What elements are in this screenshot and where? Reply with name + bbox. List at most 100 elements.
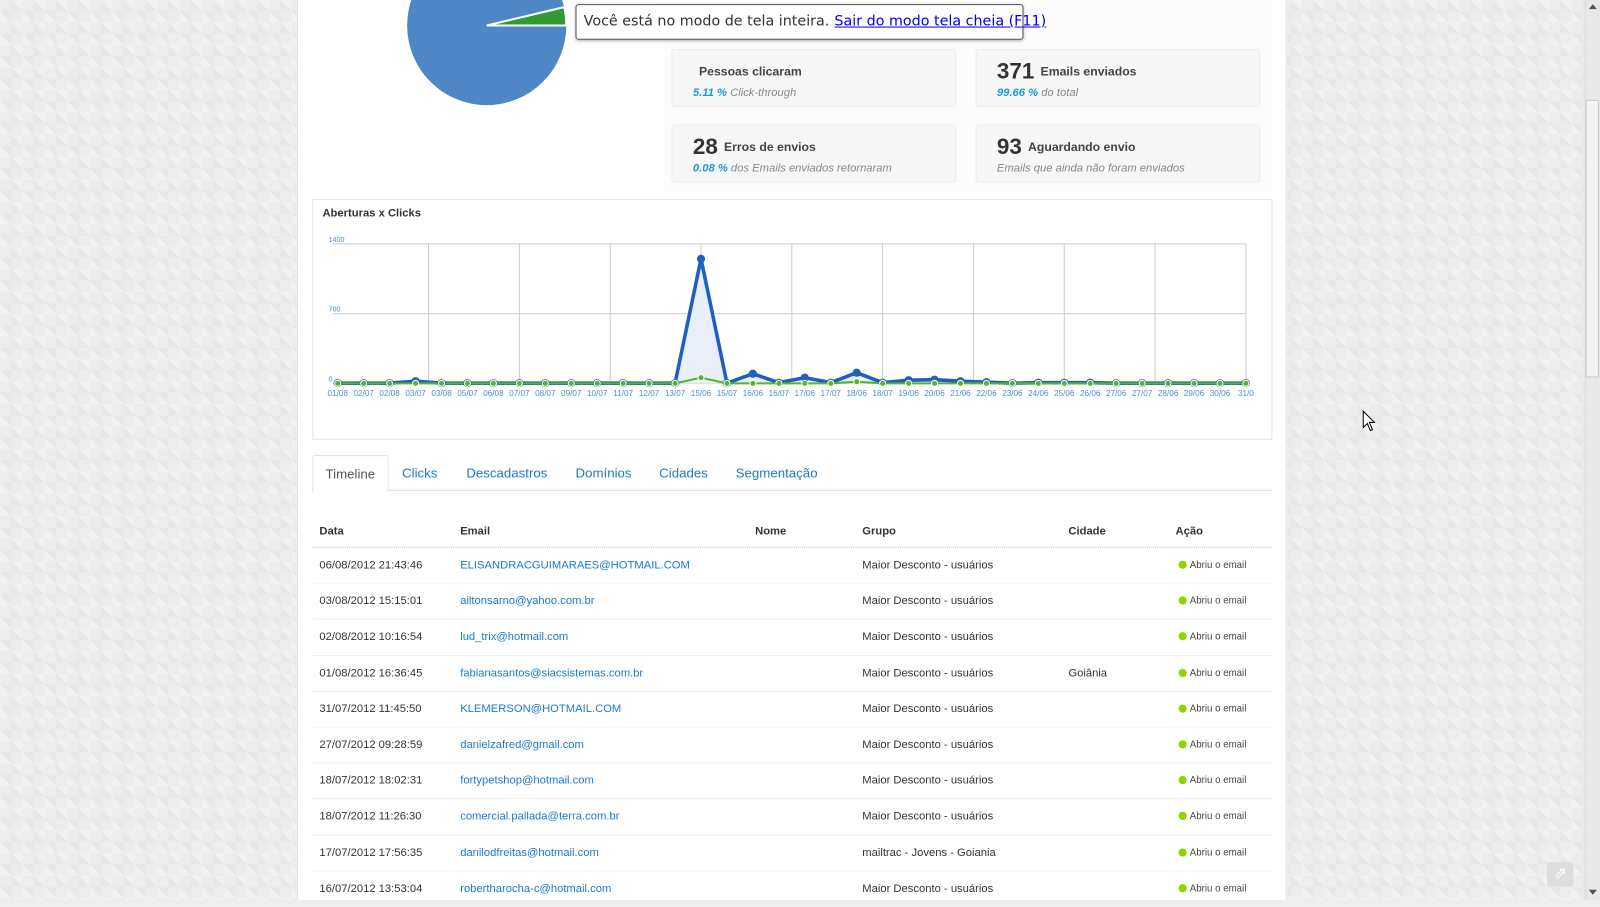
data-point[interactable] bbox=[801, 379, 809, 387]
data-point[interactable] bbox=[1190, 379, 1198, 387]
email-link[interactable]: lud_trix@hotmail.com bbox=[460, 631, 569, 644]
data-point[interactable] bbox=[956, 379, 965, 387]
data-point[interactable] bbox=[412, 379, 420, 387]
data-point[interactable] bbox=[1164, 379, 1172, 387]
x-tick-label: 18/06 bbox=[846, 389, 867, 398]
data-point[interactable] bbox=[827, 379, 835, 387]
data-point[interactable] bbox=[982, 379, 991, 387]
email-link[interactable]: KLEMERSON@HOTMAIL.COM bbox=[460, 702, 622, 716]
data-point[interactable] bbox=[697, 374, 705, 382]
share-icon[interactable]: ⇗ bbox=[1546, 862, 1574, 887]
column-header[interactable]: Email bbox=[460, 524, 491, 538]
x-tick-label: 05/07 bbox=[457, 389, 478, 398]
pie-slice-clicked bbox=[486, 5, 568, 27]
group-cell: Maior Desconto - usuários bbox=[862, 595, 994, 608]
x-tick-label: 03/07 bbox=[405, 389, 426, 398]
email-link[interactable]: danilodfreitas@hotmail.com bbox=[460, 846, 599, 859]
data-point[interactable] bbox=[1034, 379, 1042, 387]
tab-descadastros[interactable]: Descadastros bbox=[466, 465, 548, 481]
data-point[interactable] bbox=[1112, 379, 1120, 387]
email-link[interactable]: fortypetshop@hotmail.com bbox=[460, 774, 594, 787]
data-point[interactable] bbox=[541, 379, 549, 387]
data-point[interactable] bbox=[748, 369, 757, 378]
x-tick-label: 27/07 bbox=[1132, 389, 1153, 398]
date-cell: 03/08/2012 15:15:01 bbox=[319, 595, 423, 608]
data-point[interactable] bbox=[1216, 379, 1224, 387]
data-point[interactable] bbox=[593, 379, 601, 387]
data-point[interactable] bbox=[775, 379, 783, 387]
data-point[interactable] bbox=[567, 379, 575, 387]
data-point[interactable] bbox=[1086, 379, 1094, 387]
email-link[interactable]: ELISANDRACGUIMARAES@HOTMAIL.COM bbox=[460, 559, 690, 572]
data-point[interactable] bbox=[489, 379, 498, 387]
data-point[interactable] bbox=[930, 379, 939, 387]
data-point[interactable] bbox=[1060, 379, 1068, 387]
column-header[interactable]: Nome bbox=[755, 524, 787, 538]
stat-percent: 5.11 % bbox=[692, 86, 727, 99]
x-tick-label: 02/08 bbox=[379, 389, 400, 398]
email-link[interactable]: ailtonsarno@yahoo.com.br bbox=[460, 595, 595, 608]
column-header[interactable]: Grupo bbox=[862, 524, 896, 538]
data-point[interactable] bbox=[1138, 379, 1146, 387]
exit-fullscreen-link[interactable]: Sair do modo tela cheia (F11) bbox=[834, 13, 1047, 30]
data-point[interactable] bbox=[905, 379, 913, 387]
data-point[interactable] bbox=[334, 379, 342, 387]
x-tick-label: 31/0 bbox=[1238, 389, 1254, 398]
email-link[interactable]: fabianasantos@siacsistemas.com.br bbox=[460, 666, 644, 680]
data-point[interactable] bbox=[619, 379, 627, 387]
x-tick-label: 15/07 bbox=[717, 389, 738, 398]
data-point[interactable] bbox=[852, 368, 861, 377]
status-dot-icon bbox=[1178, 776, 1187, 785]
table-header: Data Email Nome Grupo Cidade Ação bbox=[312, 515, 1273, 548]
status-dot-icon bbox=[1178, 740, 1187, 749]
email-link[interactable]: robertharocha-c@hotmail.com bbox=[460, 882, 612, 895]
pie-chart bbox=[407, 0, 568, 106]
email-link[interactable]: danielzafred@gmail.com bbox=[460, 738, 584, 752]
tab-segmentacao[interactable]: Segmentação bbox=[735, 465, 818, 481]
data-point[interactable] bbox=[879, 379, 887, 387]
x-tick-label: 21/06 bbox=[950, 389, 971, 398]
group-cell: Maior Desconto - usuários bbox=[862, 702, 994, 716]
scroll-up-icon[interactable] bbox=[1588, 4, 1597, 10]
data-point[interactable] bbox=[749, 379, 757, 387]
data-point[interactable] bbox=[1242, 379, 1250, 387]
data-point[interactable] bbox=[360, 379, 368, 387]
stat-percent: 99.66 % bbox=[996, 86, 1039, 99]
data-point[interactable] bbox=[800, 373, 809, 382]
scrollbar-thumb[interactable] bbox=[1585, 99, 1599, 378]
data-point[interactable] bbox=[1008, 379, 1016, 387]
group-cell: Maior Desconto - usuários bbox=[862, 559, 994, 572]
stat-label: Erros de envios bbox=[723, 140, 816, 155]
x-tick-label: 07/07 bbox=[509, 389, 530, 398]
tab-timeline[interactable]: Timeline bbox=[312, 455, 389, 492]
column-header[interactable]: Cidade bbox=[1068, 524, 1106, 538]
group-cell: Maior Desconto - usuários bbox=[862, 810, 994, 823]
column-header[interactable]: Ação bbox=[1175, 524, 1203, 538]
y-tick-label: 700 bbox=[329, 306, 341, 314]
x-tick-label: 23/06 bbox=[1002, 389, 1023, 398]
data-point[interactable] bbox=[696, 254, 706, 263]
data-point[interactable] bbox=[437, 379, 446, 387]
tab-dominios[interactable]: Domínios bbox=[575, 465, 632, 481]
y-tick-label: 0 bbox=[329, 376, 333, 384]
tab-cidades[interactable]: Cidades bbox=[659, 465, 708, 481]
data-point[interactable] bbox=[645, 379, 653, 387]
data-point[interactable] bbox=[853, 378, 861, 386]
table-row: 31/07/2012 11:45:50 KLEMERSON@HOTMAIL.COM… bbox=[312, 692, 1273, 728]
x-tick-label: 06/08 bbox=[483, 389, 504, 398]
email-link[interactable]: comercial.pallada@terra.com.br bbox=[460, 810, 620, 823]
x-tick-label: 22/06 bbox=[976, 389, 997, 398]
scroll-down-icon[interactable] bbox=[1588, 889, 1597, 895]
data-point[interactable] bbox=[723, 379, 731, 387]
stat-card: Pessoas clicaram 5.11 % Click-through bbox=[671, 48, 957, 108]
x-tick-label: 17/07 bbox=[821, 389, 842, 398]
stat-label: Pessoas clicaram bbox=[698, 64, 802, 79]
data-point[interactable] bbox=[671, 379, 679, 387]
data-point[interactable] bbox=[386, 379, 394, 387]
tab-clicks[interactable]: Clicks bbox=[402, 465, 438, 481]
column-header[interactable]: Data bbox=[319, 524, 344, 538]
action-text: Abriu o email bbox=[1189, 703, 1247, 715]
data-point[interactable] bbox=[515, 379, 523, 387]
action-cell: Abriu o email bbox=[1178, 632, 1246, 643]
data-point[interactable] bbox=[463, 379, 472, 387]
